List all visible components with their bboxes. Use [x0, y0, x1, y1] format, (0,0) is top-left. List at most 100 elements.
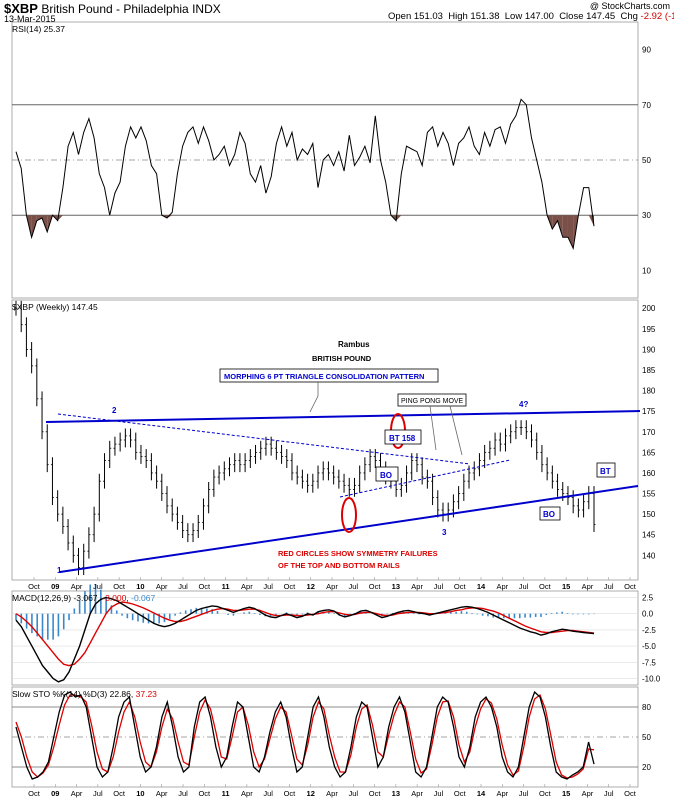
sto-title: Slow STO %K(14) %D(3) 22.86, 37.23: [12, 689, 157, 699]
panel-frames: [11, 21, 639, 788]
high-value: 151.38: [470, 11, 500, 22]
rsi-oversold-fill: [562, 215, 568, 238]
macd-y-tick-label: 0.0: [642, 610, 654, 619]
inner-bottom-dashed-rail: [339, 459, 511, 498]
rsi-y-tick-label: 10: [642, 266, 651, 275]
price-y-tick-label: 150: [642, 510, 656, 519]
rsi-y-tick-label: 70: [642, 101, 651, 110]
sto-title-text: Slow STO %K(14) %D(3) 22.86,: [12, 689, 134, 699]
sto-x-tick-label: Apr: [496, 789, 508, 798]
bt2-box: [596, 462, 616, 478]
price-x-tick-label: Jul: [263, 582, 273, 591]
annotation-title: Rambus: [338, 340, 370, 349]
price-y-tick-label: 190: [642, 345, 656, 354]
macd-y-tick-label: -5.0: [642, 642, 656, 651]
point-1-label: 1: [57, 566, 62, 575]
open-label: Open: [388, 11, 412, 22]
close-label: Close: [559, 11, 584, 22]
price-y-tick-label: 185: [642, 366, 656, 375]
bt158-box: [384, 429, 422, 445]
price-x-tick-label: Oct: [539, 582, 552, 591]
sto-x-tick-label: 09: [51, 789, 59, 798]
sto-x-tick-label: Oct: [284, 789, 297, 798]
axes-labels: 1030507090140145150155160165170175180185…: [28, 46, 661, 798]
sto-x-tick-label: Jul: [604, 789, 614, 798]
gridlines: [12, 104, 638, 787]
bt158-label: BT 158: [389, 434, 416, 443]
triangle-label-pointer: [309, 382, 319, 413]
price-x-tick-label: Jul: [434, 582, 444, 591]
sto-x-tick-label: 10: [136, 789, 144, 798]
annotation-subtitle: BRITISH POUND: [312, 354, 372, 363]
price-x-tick-label: Jul: [178, 582, 188, 591]
rsi-panel: [15, 98, 595, 250]
sto-k-line: [15, 690, 595, 780]
sto-x-tick-label: Jul: [178, 789, 188, 798]
bo2-label: BO: [543, 510, 555, 519]
sto-y-tick-label: 50: [642, 733, 651, 742]
sto-x-tick-label: 12: [307, 789, 315, 798]
low-value: 147.00: [524, 11, 554, 22]
sto-x-tick-label: 11: [222, 789, 230, 798]
price-x-tick-label: Oct: [454, 582, 467, 591]
inner-top-dashed-rail: [57, 413, 471, 465]
price-x-tick-label: Jul: [604, 582, 614, 591]
price-x-tick-label: Apr: [411, 582, 423, 591]
macd-hist-value: -0.067: [131, 593, 156, 603]
symbol-title: $XBP British Pound - Philadelphia INDX: [4, 1, 221, 16]
bt2-label: BT: [600, 467, 611, 476]
sto-x-tick-label: 15: [562, 789, 570, 798]
sto-d-value: 37.23: [135, 689, 157, 699]
sto-x-tick-label: Jul: [93, 789, 103, 798]
bo1-label: BO: [380, 471, 392, 480]
price-x-tick-label: Oct: [198, 582, 211, 591]
red-note-line-1: RED CIRCLES SHOW SYMMETRY FAILURES: [278, 549, 438, 558]
price-x-tick-label: 11: [222, 582, 230, 591]
macd-y-tick-label: -2.5: [642, 626, 656, 635]
sto-x-tick-label: Oct: [454, 789, 467, 798]
sto-x-tick-label: Apr: [582, 789, 594, 798]
price-x-tick-label: Oct: [28, 582, 41, 591]
upper-rail: [45, 410, 641, 423]
macd-signal-value: -3.000: [102, 593, 127, 603]
price-y-tick-label: 200: [642, 304, 656, 313]
price-x-tick-label: Apr: [496, 582, 508, 591]
price-y-tick-label: 195: [642, 325, 656, 334]
symbol-label: $XBP: [4, 1, 38, 16]
sto-d-line: [15, 693, 595, 779]
price-x-tick-label: Apr: [156, 582, 168, 591]
price-y-tick-label: 175: [642, 407, 656, 416]
price-title: $XBP (Weekly) 147.45: [12, 302, 98, 312]
open-value: 151.03: [413, 11, 443, 22]
sto-x-tick-label: 13: [392, 789, 400, 798]
ping-pong-label: PING PONG MOVE: [401, 398, 464, 405]
symmetry-circle-bottom: [341, 497, 357, 533]
bo1-box: [375, 466, 399, 482]
price-x-tick-label: 10: [136, 582, 144, 591]
chg-label: Chg: [620, 11, 638, 22]
point-4-label: 4?: [519, 400, 528, 409]
price-x-tick-label: Oct: [284, 582, 297, 591]
sto-x-tick-label: Oct: [198, 789, 211, 798]
price-x-tick-label: Apr: [241, 582, 253, 591]
price-x-tick-label: Jul: [519, 582, 529, 591]
sto-x-tick-label: Apr: [241, 789, 253, 798]
lower-rail: [59, 485, 639, 573]
chg-value: -2.92 (-1.94%): [640, 11, 674, 22]
rsi-oversold-fill: [396, 215, 402, 221]
ping-pong-pointer: [429, 405, 437, 451]
ohlc-readout: Open 151.03 High 151.38 Low 147.00 Close…: [388, 11, 674, 22]
rsi-y-tick-label: 30: [642, 211, 651, 220]
ping-pong-box: [397, 393, 467, 407]
price-y-tick-label: 140: [642, 551, 656, 560]
ping-pong-pointer-2: [449, 405, 463, 456]
macd-title-text: MACD(12,26,9): [12, 593, 72, 603]
price-y-tick-label: 155: [642, 490, 656, 499]
sto-x-tick-label: Jul: [434, 789, 444, 798]
macd-title: MACD(12,26,9) -3.067, -3.000, -0.067: [12, 593, 156, 603]
sto-x-tick-label: Jul: [348, 789, 358, 798]
triangle-label-box: [219, 368, 439, 383]
sto-x-tick-label: Apr: [71, 789, 83, 798]
price-x-tick-label: Oct: [369, 582, 382, 591]
macd-line: [15, 596, 595, 683]
